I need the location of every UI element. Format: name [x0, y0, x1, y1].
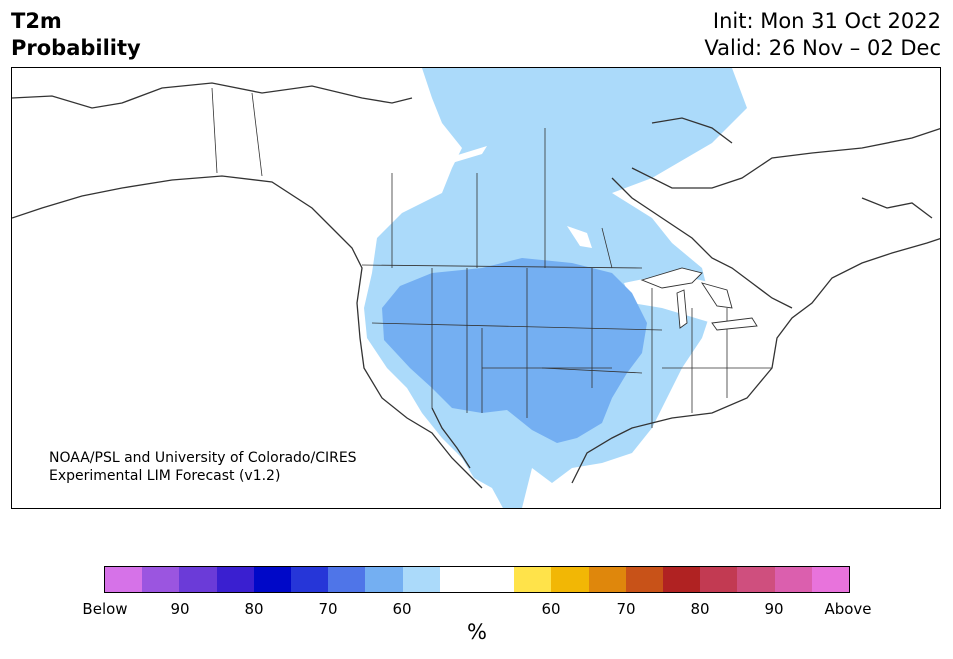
colorbar-tick: 90: [764, 600, 784, 618]
colorbar-segment: [105, 567, 143, 592]
colorbar-segment: [402, 567, 440, 592]
colorbar-segment: [625, 567, 664, 592]
title-variable: T2m: [11, 9, 62, 33]
colorbar-segment: [291, 567, 329, 592]
map-panel: [11, 67, 941, 509]
colorbar-segment: [216, 567, 254, 592]
colorbar-segment: [588, 567, 626, 592]
probability-map: [12, 68, 940, 508]
credit-line-1: NOAA/PSL and University of Colorado/CIRE…: [49, 450, 357, 466]
colorbar-segment: [365, 567, 403, 592]
colorbar-tick: 80: [690, 600, 710, 618]
colorbar-segment: [774, 567, 812, 592]
probability-gap: [448, 146, 487, 163]
colorbar-unit: %: [467, 620, 487, 644]
colorbar-segment: [663, 567, 701, 592]
title-subtitle: Probability: [11, 36, 141, 60]
colorbar-tick: 60: [541, 600, 561, 618]
forecast-dates: Init: Mon 31 Oct 2022 Valid: 26 Nov – 02…: [704, 8, 941, 62]
colorbar-tick: 70: [318, 600, 338, 618]
colorbar-tick: Below: [82, 600, 128, 618]
colorbar-tick: 80: [244, 600, 264, 618]
colorbar-segment: [551, 567, 589, 592]
colorbar-segment: [142, 567, 180, 592]
great-lakes: [640, 267, 758, 331]
probability-gap: [567, 226, 592, 248]
colorbar-segment: [179, 567, 217, 592]
colorbar-segment: [439, 567, 478, 592]
map-credit: NOAA/PSL and University of Colorado/CIRE…: [49, 449, 357, 485]
colorbar-segment: [328, 567, 366, 592]
colorbar-segment: [811, 567, 850, 592]
valid-dates: Valid: 26 Nov – 02 Dec: [704, 36, 941, 60]
political-borders: [211, 87, 772, 428]
colorbar-segment: [700, 567, 738, 592]
colorbar-tick: Above: [824, 600, 872, 618]
probability-colorbar: [104, 566, 850, 593]
probability-gap: [624, 273, 727, 323]
colorbar-segment: [737, 567, 775, 592]
map-title: T2m Probability: [11, 8, 141, 62]
init-date: Init: Mon 31 Oct 2022: [712, 9, 941, 33]
colorbar-tick: 90: [170, 600, 190, 618]
credit-line-2: Experimental LIM Forecast (v1.2): [49, 468, 281, 484]
colorbar-tick: 70: [616, 600, 636, 618]
colorbar-segment: [477, 567, 515, 592]
probability-region-70: [382, 258, 647, 443]
colorbar-segment: [253, 567, 292, 592]
colorbar-segment: [514, 567, 552, 592]
colorbar-tick: 60: [392, 600, 412, 618]
